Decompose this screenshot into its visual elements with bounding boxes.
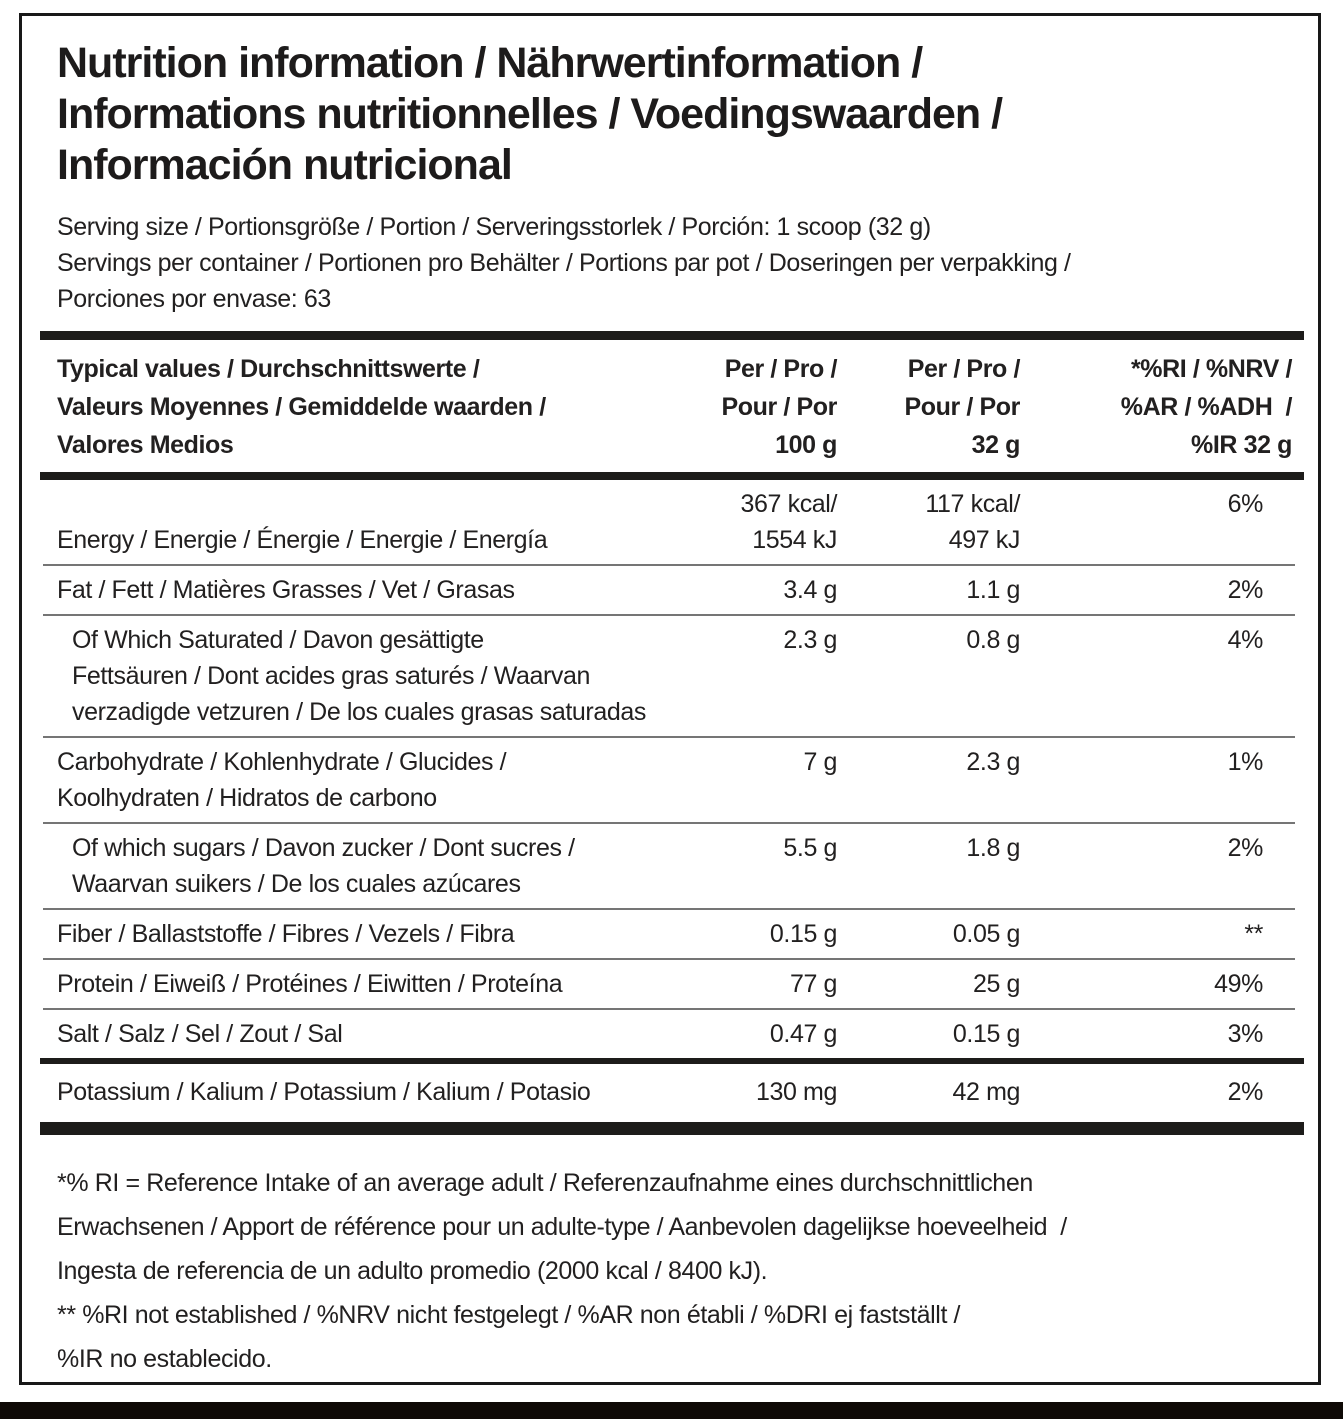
value-ri-percent: **: [1244, 920, 1263, 948]
value-per-32g: 42 mg: [952, 1078, 1021, 1106]
header-bottom-bar: [40, 472, 1304, 480]
row-separator: [43, 736, 1295, 738]
table-row-fiber: Fiber / Ballaststoffe / Fibres / Vezels …: [40, 910, 1304, 958]
table-row-salt: Salt / Salz / Sel / Zout / Sal 0.47 g 0.…: [40, 1010, 1304, 1058]
header-typical-values: Typical values / Durchschnittswerte / Va…: [57, 355, 546, 459]
value-per-32g: 0.05 g: [952, 920, 1021, 948]
row-label: Of which sugars / Davon zucker / Dont su…: [72, 834, 575, 898]
page-title: Nutrition information / Nährwertinformat…: [57, 38, 1304, 191]
row-separator: [43, 564, 1295, 566]
value-ri-percent: 1%: [1227, 748, 1264, 776]
table-top-bar: [40, 331, 1304, 340]
title-line: Información nutricional: [57, 141, 513, 189]
table-row-fat: Fat / Fett / Matières Grasses / Vet / Gr…: [40, 566, 1304, 614]
row-label: Fat / Fett / Matières Grasses / Vet / Gr…: [57, 576, 515, 604]
row-separator: [43, 822, 1295, 824]
title-line: Informations nutritionnelles / Voedingsw…: [57, 90, 1003, 138]
footnote-line: %IR no establecido.: [57, 1345, 272, 1373]
value-per-100g: 7 g: [803, 748, 837, 776]
value-per-32g: 2.3 g: [966, 748, 1020, 776]
potassium-top-bar: [40, 1058, 1304, 1064]
value-per-32g: 0.15 g: [952, 1020, 1021, 1048]
value-per-32g: 25 g: [972, 970, 1020, 998]
value-ri-percent: 3%: [1227, 1020, 1264, 1048]
bottom-strip: [0, 1402, 1343, 1419]
row-separator: [43, 958, 1295, 960]
row-label: Potassium / Kalium / Potassium / Kalium …: [57, 1078, 591, 1106]
row-separator: [43, 908, 1295, 910]
value-per-100g: 130 mg: [756, 1078, 837, 1106]
table-row-carbohydrate: Carbohydrate / Kohlenhydrate / Glucides …: [40, 738, 1304, 822]
value-ri-percent: 4%: [1227, 626, 1264, 654]
footnote-line: ** %RI not established / %NRV nicht fest…: [57, 1301, 961, 1329]
value-ri-percent: 2%: [1227, 834, 1264, 862]
servings-per-container-line: Servings per container / Portionen pro B…: [57, 249, 1071, 277]
value-per-100g: 3.4 g: [783, 576, 837, 604]
row-label: Protein / Eiweiß / Protéines / Eiwitten …: [57, 970, 563, 998]
value-per-100g: 5.5 g: [783, 834, 837, 862]
value-ri-percent: 49%: [1214, 970, 1263, 998]
value-ri-percent: 6%: [1227, 490, 1264, 518]
value-per-32g: 0.8 g: [966, 626, 1020, 654]
nutrition-label-card: Nutrition information / Nährwertinformat…: [19, 13, 1321, 1385]
table-row-energy: Energy / Energie / Énergie / Energie / E…: [40, 480, 1304, 564]
row-label: Fiber / Ballaststoffe / Fibres / Vezels …: [57, 920, 515, 948]
table-header-row: Typical values / Durchschnittswerte / Va…: [40, 340, 1304, 472]
table-bottom-bar: [40, 1122, 1304, 1135]
table-row-sugars: Of which sugars / Davon zucker / Dont su…: [40, 824, 1304, 908]
footnote-line: *% RI = Reference Intake of an average a…: [57, 1169, 1033, 1197]
header-per-32g: Per / Pro / Pour / Por 32 g: [904, 355, 1021, 459]
value-per-100g: 0.47 g: [769, 1020, 838, 1048]
serving-size-line: Serving size / Portionsgröße / Portion /…: [57, 213, 931, 241]
header-per-100g: Per / Pro / Pour / Por 100 g: [721, 355, 838, 459]
row-separator: [43, 1008, 1295, 1010]
table-row-saturated-fat: Of Which Saturated / Davon gesättigte Fe…: [40, 616, 1304, 736]
row-label: Salt / Salz / Sel / Zout / Sal: [57, 1020, 343, 1048]
footnote-line: Erwachsenen / Apport de référence pour u…: [57, 1213, 1067, 1241]
table-row-potassium: Potassium / Kalium / Potassium / Kalium …: [40, 1064, 1304, 1122]
row-label: Energy / Energie / Énergie / Energie / E…: [57, 526, 548, 554]
value-per-100g: 2.3 g: [783, 626, 837, 654]
servings-per-container-line: Porciones por envase: 63: [57, 285, 331, 313]
title-line: Nutrition information / Nährwertinformat…: [57, 39, 923, 87]
row-label: Of Which Saturated / Davon gesättigte Fe…: [72, 626, 646, 726]
value-per-100g: 0.15 g: [769, 920, 838, 948]
value-per-32g: 1.8 g: [966, 834, 1020, 862]
serving-info: Serving size / Portionsgröße / Portion /…: [57, 209, 1304, 317]
footnote-line: Ingesta de referencia de un adulto prome…: [57, 1257, 768, 1285]
footnotes: *% RI = Reference Intake of an average a…: [57, 1161, 1304, 1381]
header-ri-percent: *%RI / %NRV / %AR / %ADH / %IR 32 g: [1120, 355, 1293, 459]
value-per-100g: 367 kcal/ 1554 kJ: [740, 490, 838, 554]
row-separator: [43, 614, 1295, 616]
table-row-protein: Protein / Eiweiß / Protéines / Eiwitten …: [40, 960, 1304, 1008]
value-per-32g: 117 kcal/ 497 kJ: [925, 490, 1020, 554]
row-label: Carbohydrate / Kohlenhydrate / Glucides …: [57, 748, 507, 812]
value-ri-percent: 2%: [1227, 576, 1264, 604]
value-ri-percent: 2%: [1227, 1078, 1264, 1106]
value-per-32g: 1.1 g: [966, 576, 1020, 604]
value-per-100g: 77 g: [789, 970, 837, 998]
